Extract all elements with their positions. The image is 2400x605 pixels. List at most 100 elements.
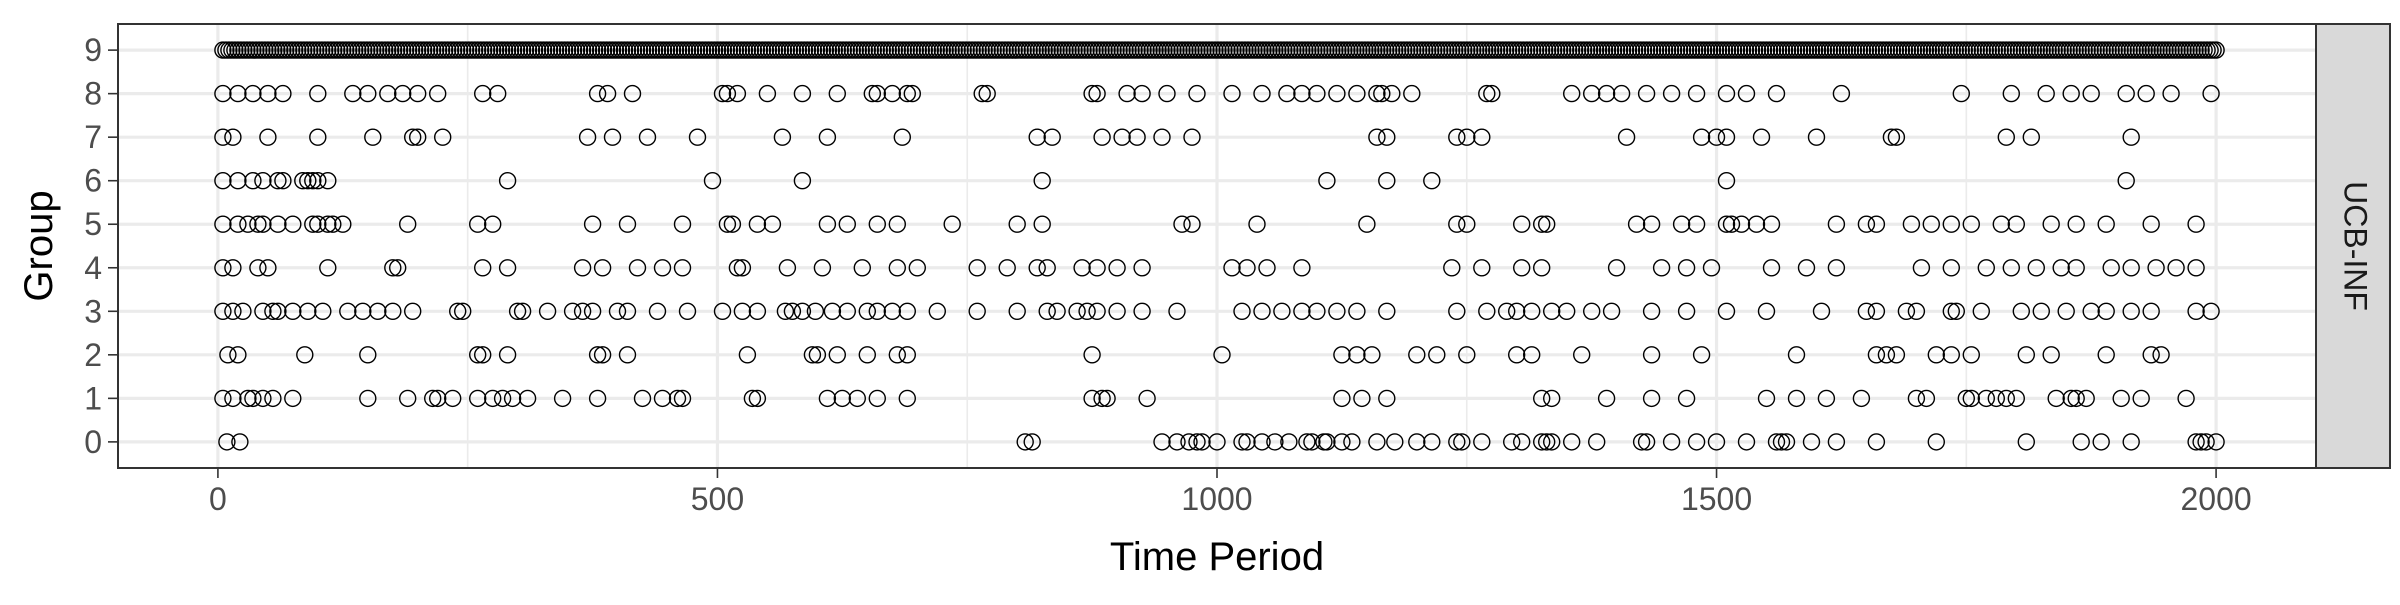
data-point	[2092, 433, 2110, 451]
data-point	[1443, 259, 1461, 277]
data-point	[1942, 259, 1961, 277]
data-point	[214, 84, 232, 103]
data-point	[269, 302, 287, 320]
data-point	[868, 302, 886, 320]
data-point	[339, 302, 357, 320]
data-point	[244, 84, 262, 103]
data-point	[1717, 302, 1736, 320]
data-point	[1802, 433, 1821, 451]
data-point	[668, 389, 687, 408]
data-point	[1762, 259, 1781, 277]
data-point	[1637, 433, 1656, 451]
data-point	[833, 389, 851, 408]
data-point	[254, 302, 272, 320]
data-point	[518, 389, 537, 408]
data-point	[249, 215, 267, 233]
data-point	[214, 259, 232, 277]
data-point	[2207, 41, 2225, 59]
data-point	[2097, 346, 2115, 364]
data-point	[1028, 128, 1046, 146]
data-point	[1078, 302, 1096, 320]
data-point	[1108, 259, 1126, 277]
data-point	[1642, 346, 1661, 364]
data-point	[2072, 433, 2090, 451]
data-point	[389, 259, 407, 277]
data-point	[1266, 433, 1284, 451]
data-point	[1368, 128, 1386, 146]
data-point	[1687, 215, 1706, 233]
data-point	[1897, 302, 1916, 320]
data-point	[469, 215, 487, 233]
data-point	[2047, 389, 2065, 408]
data-point	[244, 389, 262, 408]
data-point	[583, 302, 602, 320]
data-point	[1542, 389, 1561, 408]
data-point	[409, 84, 427, 103]
data-point	[2122, 433, 2140, 451]
data-point	[583, 215, 602, 233]
y-axis: 0 1 2 3 4 5 6 7 8 9	[84, 32, 118, 460]
data-point	[1348, 302, 1366, 320]
data-point	[2017, 346, 2036, 364]
data-point	[513, 302, 532, 320]
data-point	[2187, 259, 2205, 277]
data-point	[1962, 346, 1981, 364]
data-point	[1303, 433, 1321, 451]
data-point	[2187, 215, 2205, 233]
data-point	[1328, 84, 1346, 103]
data-point	[1537, 433, 1556, 451]
data-point	[1113, 128, 1131, 146]
data-point	[1522, 346, 1541, 364]
data-point	[1138, 389, 1156, 408]
data-point	[2142, 215, 2160, 233]
data-point	[1333, 389, 1351, 408]
data-point	[1852, 389, 1871, 408]
data-point	[244, 171, 262, 190]
data-point	[868, 215, 886, 233]
data-point	[1028, 259, 1046, 277]
data-point	[1253, 433, 1271, 451]
data-point	[469, 346, 487, 364]
data-point	[1308, 302, 1326, 320]
data-point	[823, 302, 842, 320]
data-point	[553, 389, 572, 408]
data-point	[294, 171, 312, 190]
data-point	[713, 84, 732, 103]
data-point	[1223, 259, 1241, 277]
data-point	[1607, 259, 1626, 277]
data-point	[2042, 215, 2060, 233]
data-point	[806, 302, 825, 320]
data-point	[2187, 302, 2205, 320]
data-point	[229, 84, 247, 103]
data-point	[304, 171, 322, 190]
data-point	[578, 128, 597, 146]
data-point	[1977, 259, 1996, 277]
data-point	[903, 84, 921, 103]
data-point	[2147, 259, 2165, 277]
data-point	[214, 128, 232, 146]
data-point	[319, 215, 337, 233]
data-point	[1383, 84, 1401, 103]
data-point	[2067, 215, 2085, 233]
data-point	[1747, 215, 1766, 233]
data-point	[973, 84, 991, 103]
data-point	[1532, 259, 1551, 277]
data-point	[1512, 259, 1531, 277]
data-point	[1532, 433, 1551, 451]
data-point	[1133, 259, 1151, 277]
data-point	[1887, 128, 1906, 146]
data-point	[1962, 215, 1981, 233]
data-point	[1308, 84, 1326, 103]
data-point	[1248, 215, 1266, 233]
data-point	[359, 84, 377, 103]
y-tick-label: 6	[84, 163, 102, 199]
data-point	[1088, 84, 1106, 103]
data-point	[1298, 433, 1316, 451]
data-point	[728, 259, 747, 277]
data-point	[718, 215, 737, 233]
data-point	[1373, 84, 1391, 103]
data-point	[359, 346, 377, 364]
data-point	[1652, 259, 1671, 277]
data-point	[2117, 84, 2135, 103]
x-axis: 0 500 1000 1500 2000	[209, 468, 2252, 517]
